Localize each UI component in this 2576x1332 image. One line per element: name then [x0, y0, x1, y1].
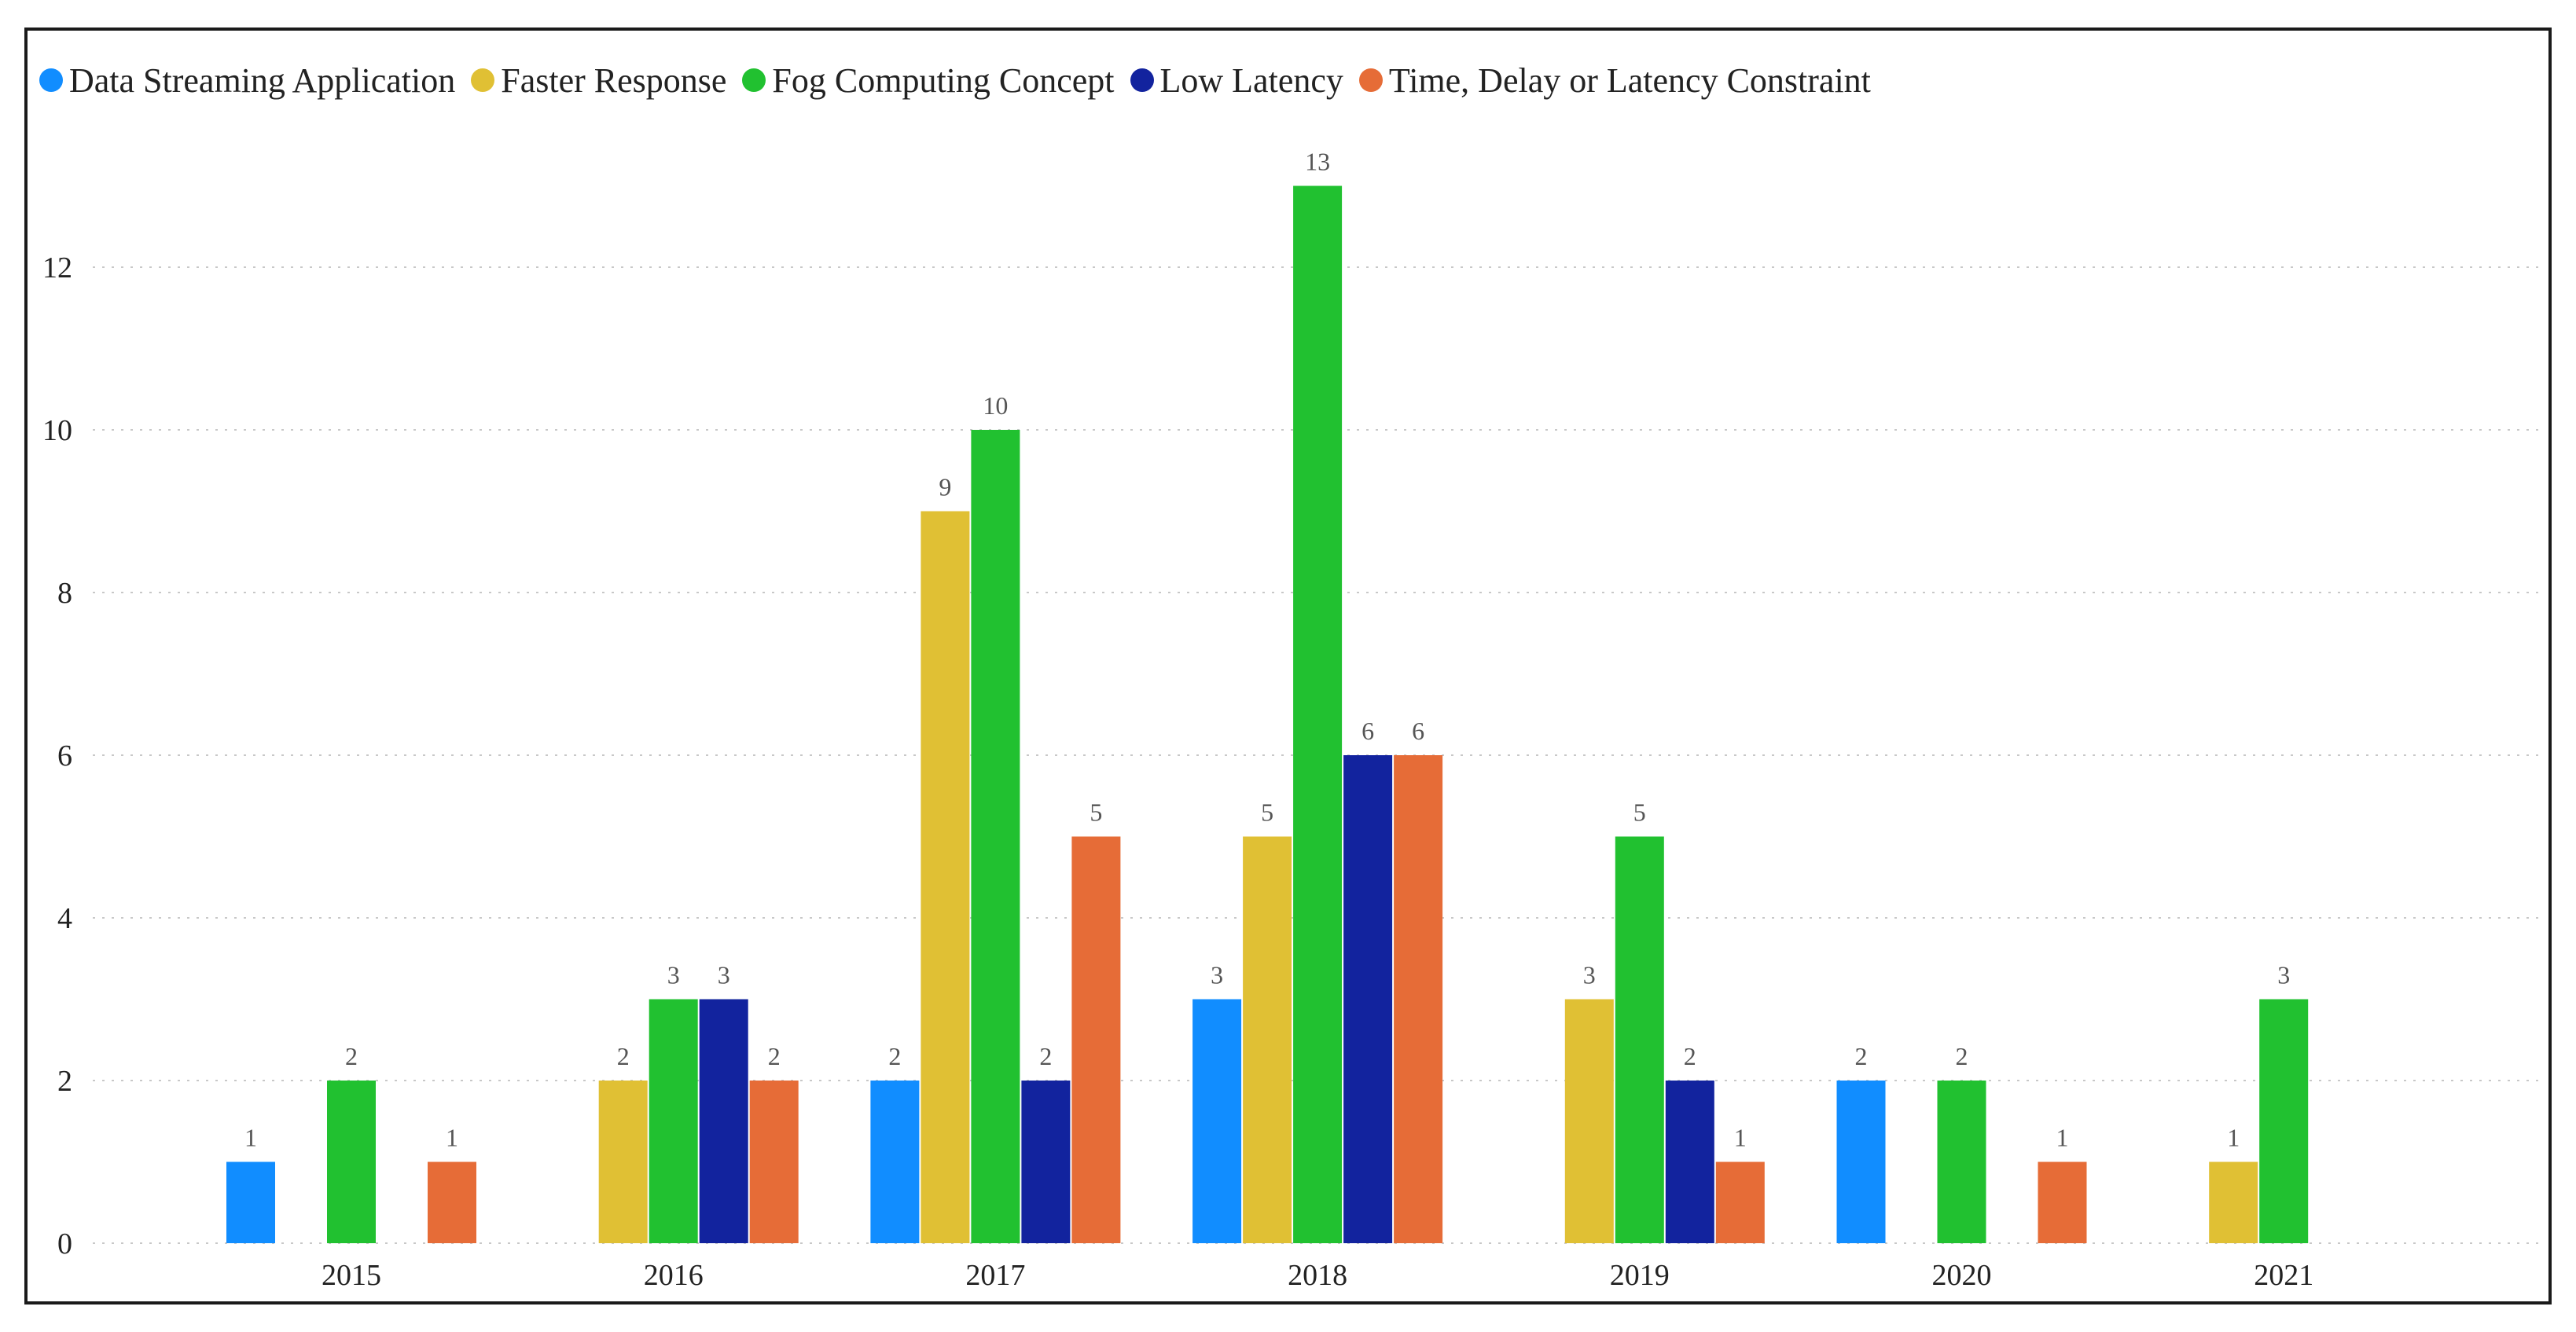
data-label: 2 — [888, 1042, 901, 1070]
bar[interactable] — [1243, 836, 1292, 1244]
data-label: 1 — [244, 1124, 257, 1152]
legend-marker-icon — [1358, 68, 1383, 92]
legend-item-time-delay[interactable]: Time, Delay or Latency Constraint — [1358, 61, 1871, 101]
legend-marker-icon — [742, 68, 766, 92]
bar[interactable] — [1615, 836, 1664, 1244]
x-tick-label: 2015 — [322, 1259, 381, 1292]
y-tick-label: 8 — [57, 577, 72, 610]
legend-marker-icon — [39, 68, 63, 92]
legend-item-fog-computing[interactable]: Fog Computing Concept — [742, 61, 1115, 101]
bar[interactable] — [921, 511, 970, 1244]
x-tick-label: 2018 — [1288, 1259, 1347, 1292]
data-label: 2 — [768, 1042, 781, 1070]
x-tick-label: 2017 — [965, 1259, 1025, 1292]
bar[interactable] — [2209, 1161, 2258, 1244]
data-label: 1 — [2227, 1124, 2240, 1152]
data-label: 1 — [2056, 1124, 2069, 1152]
bar[interactable] — [749, 1081, 799, 1243]
bar[interactable] — [1836, 1081, 1886, 1243]
data-label: 6 — [1412, 717, 1424, 745]
chart-legend: Data Streaming Application Faster Respon… — [39, 57, 1887, 104]
data-label: 2 — [345, 1042, 358, 1070]
bar[interactable] — [971, 430, 1020, 1243]
bar[interactable] — [1715, 1161, 1765, 1244]
legend-item-low-latency[interactable]: Low Latency — [1130, 61, 1343, 101]
legend-label: Faster Response — [501, 61, 727, 100]
x-tick-label: 2016 — [644, 1259, 704, 1292]
bar[interactable] — [1665, 1081, 1714, 1243]
legend-marker-icon — [1130, 68, 1154, 92]
y-tick-label: 0 — [57, 1227, 72, 1260]
data-label: 1 — [1734, 1124, 1747, 1152]
chart-frame — [24, 28, 2552, 1304]
y-tick-label: 4 — [57, 902, 72, 935]
legend-marker-icon — [471, 68, 495, 92]
legend-item-data-streaming[interactable]: Data Streaming Application — [39, 61, 455, 101]
x-tick-label: 2019 — [1610, 1259, 1670, 1292]
data-label: 5 — [1090, 798, 1102, 827]
data-label: 3 — [667, 961, 680, 989]
bar[interactable] — [1021, 1081, 1071, 1243]
y-tick-label: 2 — [57, 1065, 72, 1098]
legend-label: Time, Delay or Latency Constraint — [1388, 61, 1871, 100]
y-tick-label: 10 — [42, 414, 72, 447]
data-label: 6 — [1361, 717, 1374, 745]
bar[interactable] — [649, 999, 698, 1244]
bar[interactable] — [1293, 185, 1343, 1244]
data-label: 5 — [1261, 798, 1273, 827]
bars — [226, 185, 2309, 1244]
y-tick-label: 12 — [42, 251, 72, 284]
bar[interactable] — [327, 1081, 376, 1243]
legend-label: Low Latency — [1159, 61, 1343, 100]
data-label: 3 — [1211, 961, 1223, 989]
bar[interactable] — [2038, 1161, 2087, 1244]
bar[interactable] — [2259, 999, 2309, 1244]
data-label: 2 — [617, 1042, 630, 1070]
data-label: 13 — [1305, 148, 1330, 176]
data-label: 3 — [718, 961, 730, 989]
bar[interactable] — [699, 999, 748, 1244]
data-label: 10 — [983, 391, 1008, 420]
data-label: 1 — [446, 1124, 458, 1152]
data-labels: 1 2 3 2 2 9 5 3 1 2 3 10 13 5 2 3 3 2 6 2 1 2 5 6 1 1 — [244, 148, 2290, 1152]
legend-label: Fog Computing Concept — [772, 61, 1115, 100]
data-label: 2 — [1956, 1042, 1968, 1070]
data-label: 2 — [1855, 1042, 1868, 1070]
legend-item-faster-response[interactable]: Faster Response — [471, 61, 726, 101]
x-tick-label: 2020 — [1932, 1259, 1992, 1292]
data-label: 5 — [1633, 798, 1646, 827]
bar[interactable] — [1343, 755, 1393, 1243]
legend-label: Data Streaming Application — [69, 61, 456, 100]
data-label: 3 — [1583, 961, 1596, 989]
bar[interactable] — [428, 1161, 476, 1244]
data-label: 2 — [1684, 1042, 1696, 1070]
bar[interactable] — [226, 1161, 275, 1244]
y-tick-label: 6 — [57, 739, 72, 772]
bar[interactable] — [870, 1081, 920, 1243]
bar[interactable] — [1071, 836, 1121, 1244]
x-tick-label: 2021 — [2254, 1259, 2313, 1292]
bar[interactable] — [1192, 999, 1242, 1244]
data-label: 9 — [939, 473, 951, 501]
bar[interactable] — [1564, 999, 1614, 1244]
data-label: 3 — [2277, 961, 2290, 989]
bar[interactable] — [1937, 1081, 1986, 1243]
bar[interactable] — [598, 1081, 648, 1243]
data-label: 2 — [1039, 1042, 1052, 1070]
bar[interactable] — [1394, 755, 1443, 1243]
